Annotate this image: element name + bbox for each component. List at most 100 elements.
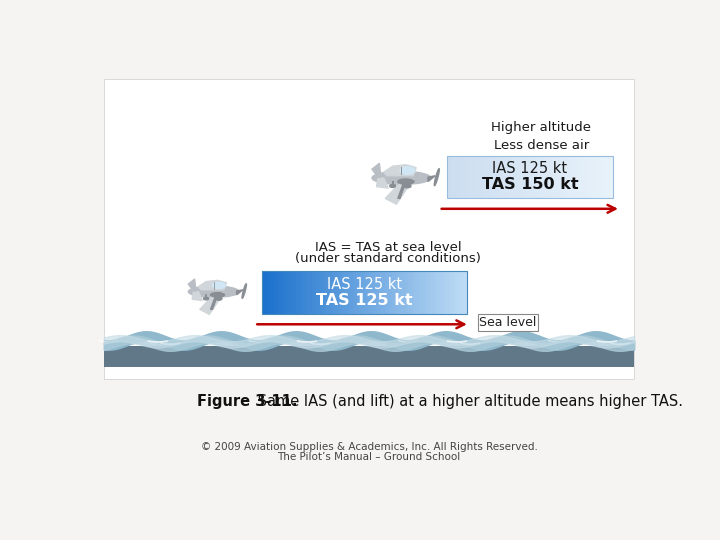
Text: IAS 125 kt: IAS 125 kt (327, 276, 402, 292)
Bar (452, 271, 454, 314)
Bar (324, 271, 325, 314)
Bar (481, 156, 483, 198)
Bar (271, 271, 273, 314)
Bar (262, 271, 467, 314)
Text: IAS = TAS at sea level: IAS = TAS at sea level (315, 241, 462, 254)
Bar (423, 271, 425, 314)
Bar (298, 271, 300, 314)
Bar (448, 156, 450, 198)
Bar (454, 271, 456, 314)
Bar (549, 156, 551, 198)
Bar (440, 271, 442, 314)
Bar (536, 156, 539, 198)
Bar (551, 156, 552, 198)
Bar (600, 156, 603, 198)
Bar (509, 156, 510, 198)
Bar (348, 271, 350, 314)
Bar (498, 156, 500, 198)
Bar (516, 156, 518, 198)
Bar (425, 271, 427, 314)
Bar (591, 156, 593, 198)
Bar (472, 156, 473, 198)
Bar (409, 271, 411, 314)
Text: TAS 150 kt: TAS 150 kt (482, 178, 578, 192)
Bar (339, 271, 341, 314)
Bar (447, 271, 449, 314)
Bar (595, 156, 597, 198)
Ellipse shape (390, 185, 395, 187)
Bar (266, 271, 268, 314)
Polygon shape (189, 279, 196, 291)
Bar (470, 156, 472, 198)
Bar (104, 79, 634, 379)
Bar (353, 271, 355, 314)
Bar (517, 156, 519, 198)
Bar (341, 271, 343, 314)
Bar (492, 156, 494, 198)
Bar (508, 156, 509, 198)
Ellipse shape (400, 167, 415, 174)
Bar (515, 156, 516, 198)
Bar (557, 156, 559, 198)
Bar (351, 271, 353, 314)
Ellipse shape (397, 179, 414, 184)
Bar (605, 156, 606, 198)
Bar (534, 156, 536, 198)
Bar (560, 156, 562, 198)
Bar (609, 156, 611, 198)
Bar (581, 156, 583, 198)
Bar (476, 156, 477, 198)
Bar (456, 156, 458, 198)
Text: Same IAS (and lift) at a higher altitude means higher TAS.: Same IAS (and lift) at a higher altitude… (253, 394, 683, 409)
Polygon shape (192, 292, 202, 301)
Polygon shape (385, 179, 413, 204)
Bar (276, 271, 278, 314)
Bar (611, 156, 612, 198)
Bar (503, 156, 505, 198)
Bar (277, 271, 279, 314)
Bar (318, 271, 320, 314)
Bar (608, 156, 609, 198)
Bar (526, 156, 528, 198)
Bar (390, 271, 392, 314)
Bar (459, 271, 461, 314)
Bar (343, 271, 345, 314)
Bar (377, 271, 379, 314)
Bar (428, 271, 430, 314)
Bar (559, 156, 561, 198)
Bar (521, 156, 523, 198)
Bar (327, 271, 329, 314)
Bar (484, 156, 486, 198)
Bar (494, 156, 495, 198)
Bar (457, 271, 459, 314)
Bar (480, 156, 482, 198)
Bar (523, 156, 525, 198)
Bar (336, 271, 338, 314)
Bar (408, 271, 410, 314)
Bar (413, 271, 415, 314)
Bar (524, 156, 526, 198)
Bar (544, 156, 546, 198)
Bar (474, 156, 476, 198)
Bar (307, 271, 309, 314)
Polygon shape (397, 183, 406, 198)
Bar (573, 156, 575, 198)
Bar (487, 156, 489, 198)
Bar (433, 271, 436, 314)
Bar (406, 271, 408, 314)
Bar (370, 271, 372, 314)
Polygon shape (384, 165, 416, 176)
Bar (588, 156, 590, 198)
Bar (373, 271, 375, 314)
Bar (582, 156, 585, 198)
Ellipse shape (372, 171, 431, 185)
Text: Higher altitude
Less dense air: Higher altitude Less dense air (492, 121, 591, 152)
Bar (361, 271, 364, 314)
Bar (418, 271, 420, 314)
Bar (469, 156, 470, 198)
Bar (575, 156, 577, 198)
Bar (267, 271, 269, 314)
Bar (363, 271, 365, 314)
Bar (499, 156, 501, 198)
Bar (466, 156, 468, 198)
